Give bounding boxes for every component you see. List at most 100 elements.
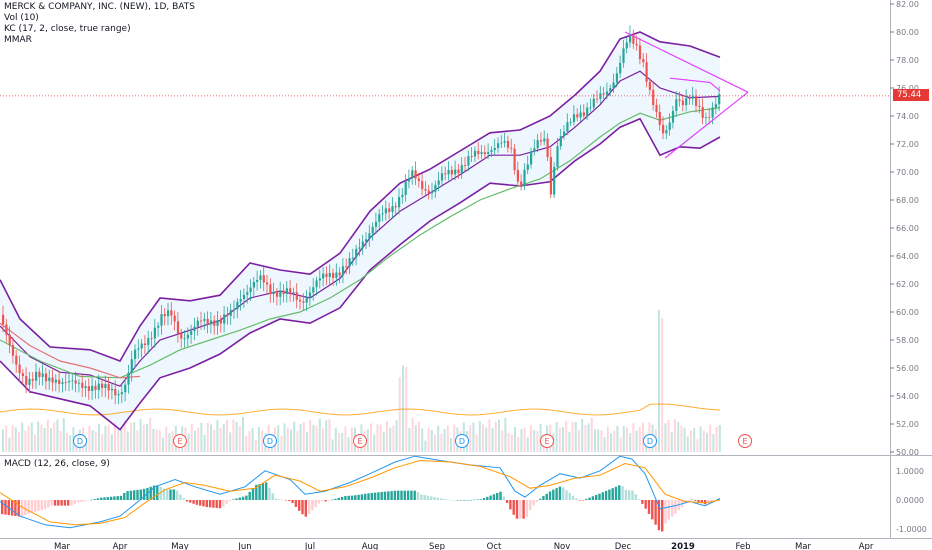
volume-bar (690, 430, 692, 452)
volume-bar (536, 430, 539, 452)
candle-body (391, 206, 394, 212)
volume-bar (165, 426, 168, 452)
candle-body (497, 143, 500, 149)
volume-bar (507, 432, 510, 452)
macd-tick-label: 1.0000 (896, 467, 924, 476)
macd-histogram-bar (307, 500, 311, 514)
candle-body (173, 315, 176, 322)
macd-histogram-bar (83, 500, 86, 502)
volume-bar (530, 425, 532, 452)
candle-body (328, 273, 331, 277)
macd-histogram-bar (126, 491, 129, 500)
candle-body (216, 320, 219, 326)
macd-histogram-bar (562, 487, 565, 500)
macd-histogram-bar (212, 500, 215, 508)
volume-bar (347, 437, 350, 452)
candle-body (371, 226, 374, 234)
volume-bar (171, 431, 174, 452)
volume-bar (66, 432, 68, 452)
volume-bar (491, 428, 494, 452)
candle-body (596, 98, 599, 100)
macd-histogram-bar (512, 500, 515, 515)
volume-bar (50, 428, 52, 452)
candle-body (137, 348, 140, 350)
candle-body (701, 106, 704, 118)
candle-body (318, 278, 321, 281)
candle-body (609, 88, 612, 92)
volume-bar (254, 440, 257, 452)
macd-histogram-bar (1, 500, 4, 515)
candle-body (516, 170, 519, 182)
volume-bar (539, 423, 542, 452)
volume-bar (709, 424, 712, 452)
candle-body (457, 169, 460, 174)
volume-bar (261, 430, 264, 452)
macd-histogram-bar (565, 490, 568, 500)
volume-bar (222, 423, 225, 452)
volume-bar (718, 425, 721, 452)
macd-histogram-bar (301, 500, 304, 515)
volume-bar (424, 440, 427, 452)
volume-bar (8, 437, 11, 452)
candle-body (114, 389, 117, 396)
volume-bar (226, 419, 228, 452)
macd-histogram-bar (443, 498, 446, 500)
macd-histogram-bar (416, 491, 420, 500)
volume-bar (706, 432, 708, 452)
candle-body (500, 142, 503, 144)
macd-histogram-bar (664, 500, 667, 524)
volume-bar (328, 419, 331, 452)
candle-body (368, 233, 371, 240)
candle-body (94, 385, 97, 390)
candle-body (74, 380, 77, 384)
volume-bar (190, 423, 193, 452)
volume-bar (555, 422, 558, 452)
volume-bar (562, 427, 564, 452)
volume-bar (373, 434, 376, 452)
candle-body (586, 107, 589, 116)
volume-bar (107, 424, 110, 452)
macd-histogram-bar (522, 500, 525, 519)
macd-histogram-bar (156, 485, 159, 500)
candle-body (104, 384, 107, 389)
volume-bar (571, 421, 574, 452)
macd-histogram-bar (324, 500, 327, 502)
macd-histogram-bar (20, 500, 24, 517)
candle-body (503, 141, 506, 143)
macd-histogram-bar (423, 495, 426, 500)
macd-histogram-bar (185, 500, 189, 502)
volume-bar (430, 430, 433, 452)
volume-bar (91, 430, 94, 452)
macd-histogram-bar (109, 496, 113, 500)
volume-bar (661, 318, 664, 452)
candle-body (35, 371, 38, 381)
volume-bar (248, 431, 251, 452)
macd-histogram-bar (317, 500, 321, 504)
volume-bar (18, 431, 20, 452)
price-tick-label: 66.00 (896, 224, 919, 233)
candle-body (48, 377, 51, 382)
macd-tick-label: 0.0000 (896, 496, 924, 505)
candle-body (602, 93, 605, 95)
macd-histogram-bar (482, 498, 486, 500)
macd-series-signal (0, 459, 721, 526)
candle-body (223, 314, 226, 324)
volume-bar (395, 420, 398, 452)
macd-histogram-bar (76, 500, 80, 503)
volume-bar (421, 428, 424, 452)
price-tick-label: 82.00 (896, 0, 919, 9)
candle-body (272, 291, 275, 295)
candle-body (358, 247, 361, 249)
macd-histogram-bar (50, 500, 53, 506)
macd-histogram-bar (113, 496, 116, 500)
time-tick-label: Apr (859, 542, 874, 550)
volume-bar (635, 430, 638, 452)
volume-bar (101, 434, 104, 452)
volume-bar (382, 431, 385, 452)
volume-bar (590, 417, 593, 452)
macd-histogram-bar (327, 500, 331, 501)
candle-body (124, 384, 127, 393)
candle-body (530, 151, 533, 165)
